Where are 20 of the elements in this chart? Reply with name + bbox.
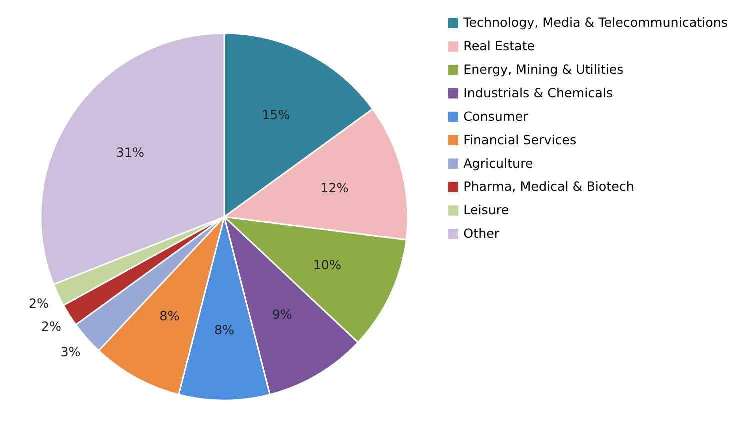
data-label: 2% [28, 296, 50, 312]
data-label: 31% [116, 145, 144, 160]
legend-label: Pharma, Medical & Biotech [464, 179, 634, 194]
legend-label: Industrials & Chemicals [464, 85, 614, 100]
data-label: 9% [272, 306, 292, 322]
data-label: 12% [320, 180, 349, 196]
legend-label: Real Estate [464, 38, 536, 54]
legend-label: Other [464, 226, 500, 242]
legend-label: Consumer [464, 108, 530, 124]
data-label: 15% [262, 108, 290, 123]
legend-label: Energy, Mining & Utilities [464, 62, 624, 78]
legend-label: Leisure [464, 202, 510, 218]
legend-label: Financial Services [464, 132, 577, 148]
legend-label: Technology, Media & Telecommunications [462, 15, 728, 30]
data-label: 8% [160, 308, 180, 324]
legend-label: Agriculture [464, 156, 534, 171]
data-label: 3% [60, 344, 81, 360]
data-label: 8% [214, 322, 235, 338]
data-label: 2% [41, 318, 62, 334]
data-label: 10% [313, 257, 342, 272]
